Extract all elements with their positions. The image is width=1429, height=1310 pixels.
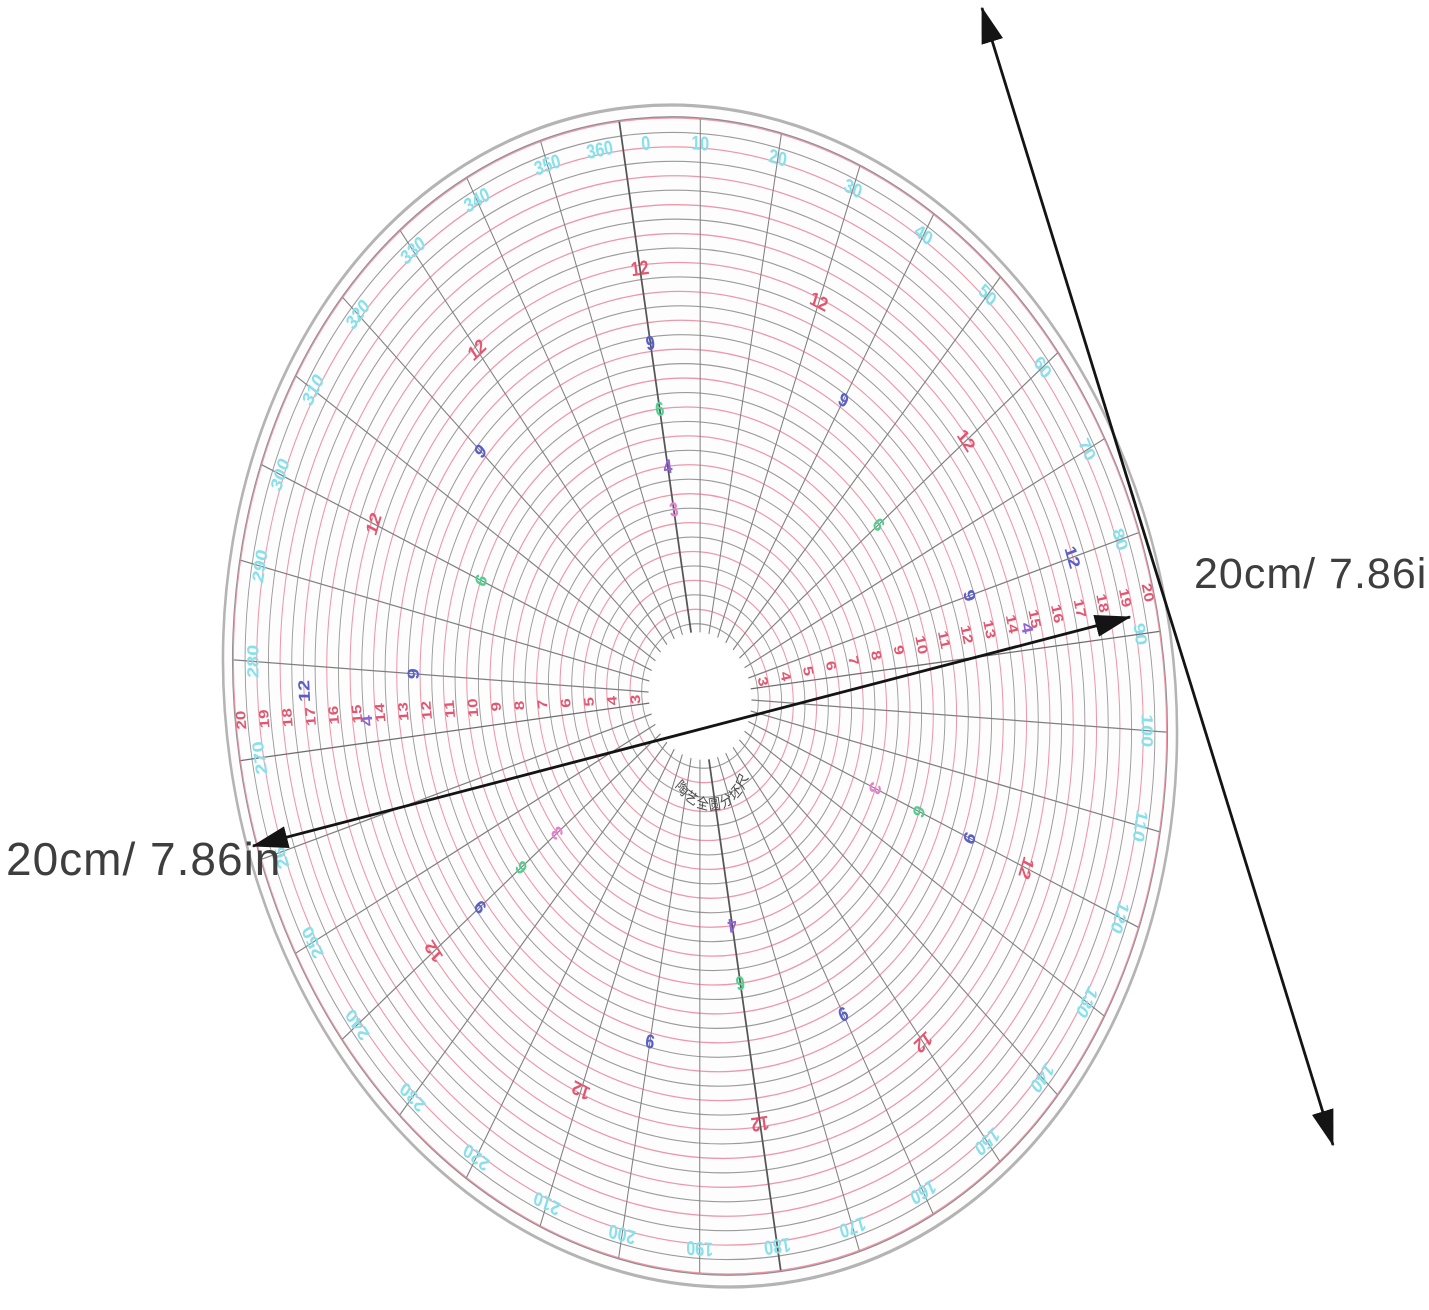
- ring-number: 20: [233, 710, 250, 730]
- division-number: 4: [726, 914, 738, 937]
- division-number: 9: [405, 668, 423, 680]
- ring-number: 12: [419, 701, 436, 721]
- ring-number: 4: [605, 695, 621, 706]
- ring-number: 8: [512, 700, 528, 711]
- degree-label: 290: [249, 547, 271, 584]
- division-number: 4: [358, 715, 377, 727]
- degree-label: 90: [1130, 622, 1151, 647]
- height-dimension-label: 20cm/ 7.86in: [1194, 550, 1429, 598]
- ring-number: 9: [489, 702, 505, 712]
- degree-label: 180: [763, 1233, 793, 1259]
- radial-line: [466, 178, 675, 640]
- radial-line: [295, 375, 656, 662]
- degree-label: 0: [640, 132, 651, 155]
- division-number: 12: [362, 509, 385, 538]
- radial-line: [708, 134, 782, 635]
- ring-number: 6: [558, 698, 574, 708]
- ring-number: 10: [465, 698, 482, 718]
- ring-number: 5: [582, 696, 598, 707]
- ring-number: 19: [256, 709, 273, 729]
- division-number: 9: [644, 1029, 656, 1053]
- degree-label: 10: [691, 132, 709, 155]
- division-number: 12: [630, 256, 651, 280]
- ring-number: 18: [280, 707, 297, 727]
- degree-label: 100: [1138, 713, 1156, 748]
- ring-number: 7: [535, 699, 551, 709]
- width-dimension-label: 20cm/ 7.86in: [6, 833, 282, 885]
- division-number: 12: [570, 1076, 593, 1105]
- radial-line: [717, 166, 861, 638]
- division-number: 12: [808, 287, 831, 316]
- degree-label: 190: [686, 1237, 713, 1261]
- division-number: 3: [668, 498, 680, 521]
- division-number: 6: [654, 398, 666, 421]
- radial-line: [732, 276, 1001, 651]
- division-number: 6: [734, 971, 746, 994]
- division-number: 9: [644, 332, 656, 355]
- degree-label: 30: [842, 174, 865, 203]
- ring-number: 17: [303, 707, 320, 727]
- division-number: 4: [662, 455, 674, 478]
- radial-line: [725, 214, 934, 644]
- degree-label: 20: [768, 145, 789, 172]
- radial-line: [399, 230, 668, 646]
- ring-number: 11: [442, 699, 459, 718]
- division-number: 12: [295, 680, 314, 702]
- ring-number: 16: [326, 705, 343, 725]
- radial-line: [342, 297, 661, 653]
- height-dimension-arrow: [980, 6, 1335, 1147]
- degree-label: 280: [244, 644, 262, 679]
- degree-label: 360: [585, 136, 615, 163]
- ring-number: 3: [628, 694, 644, 704]
- radial-line: [540, 141, 683, 635]
- division-number: 12: [750, 1111, 771, 1135]
- radial-line: [618, 121, 692, 633]
- ring-number: 13: [396, 702, 413, 722]
